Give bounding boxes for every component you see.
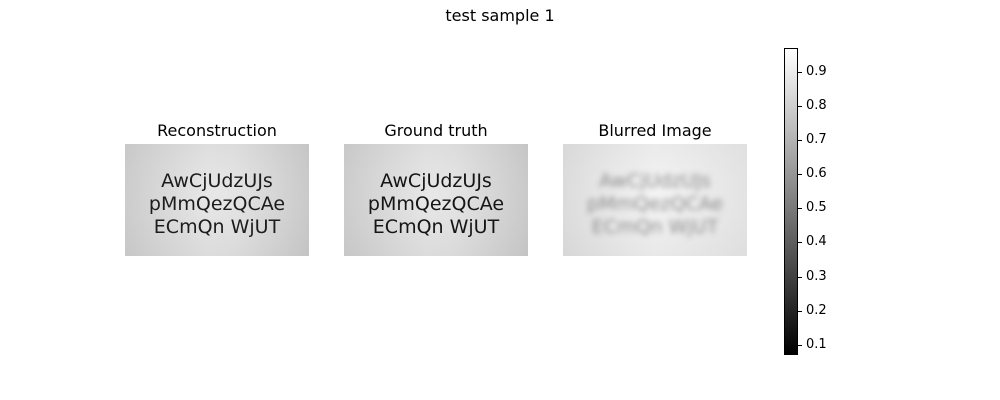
reconstruction-line-3: ECmQn WjUT	[153, 216, 281, 238]
blurred-text: AwCjUdzUJs pMmQezQCAe ECmQn WjUT	[563, 170, 747, 239]
blurred-line-1: AwCjUdzUJs	[599, 170, 711, 192]
ground-truth-panel: Ground truth AwCjUdzUJs pMmQezQCAe ECmQn…	[344, 118, 528, 256]
colorbar-tick-label: 0.9	[806, 63, 827, 79]
colorbar-tick-label: 0.7	[806, 132, 827, 148]
reconstruction-line-1: AwCjUdzUJs	[161, 170, 273, 192]
ground-truth-line-3: ECmQn WjUT	[372, 216, 500, 238]
colorbar-tick-mark	[798, 242, 802, 244]
blurred-title: Blurred Image	[598, 121, 712, 140]
colorbar-tick-mark	[798, 276, 802, 278]
ground-truth-line-1: AwCjUdzUJs	[380, 170, 492, 192]
blurred-line-3: ECmQn WjUT	[591, 216, 719, 238]
colorbar-tick-mark	[798, 310, 802, 312]
colorbar-tick-label: 0.4	[806, 234, 827, 250]
colorbar-tick-mark	[798, 71, 802, 73]
colorbar-tick-mark	[798, 208, 802, 210]
ground-truth-title: Ground truth	[384, 121, 488, 140]
colorbar-tick-label: 0.5	[806, 200, 827, 216]
colorbar-tick-label: 0.8	[806, 97, 827, 113]
reconstruction-line-2: pMmQezQCAe	[148, 193, 286, 215]
figure-title: test sample 1	[445, 6, 555, 25]
reconstruction-text: AwCjUdzUJs pMmQezQCAe ECmQn WjUT	[125, 170, 309, 239]
ground-truth-line-2: pMmQezQCAe	[367, 193, 505, 215]
reconstruction-title: Reconstruction	[157, 121, 277, 140]
reconstruction-panel: Reconstruction AwCjUdzUJs pMmQezQCAe ECm…	[125, 118, 309, 256]
colorbar-tick-label: 0.1	[806, 336, 827, 352]
colorbar-tick-mark	[798, 105, 802, 107]
blurred-line-2: pMmQezQCAe	[586, 193, 724, 215]
reconstruction-image: AwCjUdzUJs pMmQezQCAe ECmQn WjUT	[125, 144, 309, 256]
colorbar-tick-label: 0.3	[806, 268, 827, 284]
colorbar-tick-mark	[798, 174, 802, 176]
blurred-panel: Blurred Image AwCjUdzUJs pMmQezQCAe ECmQ…	[563, 118, 747, 256]
colorbar-tick-mark	[798, 140, 802, 142]
colorbar-tick-mark	[798, 344, 802, 346]
colorbar-tick-label: 0.6	[806, 166, 827, 182]
ground-truth-image: AwCjUdzUJs pMmQezQCAe ECmQn WjUT	[344, 144, 528, 256]
blurred-image: AwCjUdzUJs pMmQezQCAe ECmQn WjUT	[563, 144, 747, 256]
colorbar	[784, 48, 798, 355]
ground-truth-text: AwCjUdzUJs pMmQezQCAe ECmQn WjUT	[344, 170, 528, 239]
colorbar-tick-label: 0.2	[806, 302, 827, 318]
